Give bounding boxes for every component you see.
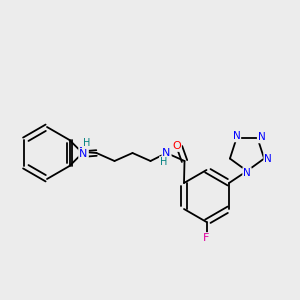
Text: N: N: [243, 168, 251, 178]
Text: N: N: [79, 149, 88, 159]
Text: F: F: [203, 233, 210, 243]
Text: H: H: [83, 138, 90, 148]
Text: O: O: [172, 141, 181, 151]
Text: N: N: [258, 132, 266, 142]
Text: N: N: [162, 148, 171, 158]
Text: N: N: [264, 154, 272, 164]
Text: H: H: [160, 157, 167, 167]
Text: N: N: [79, 147, 88, 157]
Text: N: N: [232, 131, 240, 141]
